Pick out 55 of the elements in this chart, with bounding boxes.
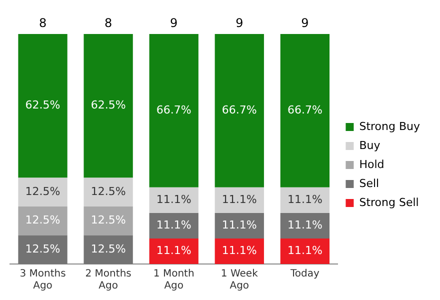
data-label: 12.5% (25, 184, 60, 198)
x-tick-label: 1 Week Ago (220, 268, 258, 292)
legend-label: Strong Sell (359, 196, 419, 209)
annotation: 8 (38, 16, 47, 30)
legend-label: Buy (359, 138, 381, 152)
bar (84, 235, 133, 264)
bar (84, 206, 133, 236)
bar (280, 187, 330, 213)
annotation: 8 (104, 16, 112, 30)
bar (280, 34, 330, 188)
data-label: 11.1% (287, 218, 322, 232)
bar (84, 178, 133, 206)
data-label: 12.5% (90, 214, 126, 227)
data-label: 11.1% (222, 244, 257, 258)
bar (84, 34, 133, 178)
annotation: 9 (301, 16, 309, 30)
x-tick-label: Today (289, 268, 320, 280)
data-label: 11.1% (156, 244, 192, 258)
legend-label: Sell (359, 176, 380, 190)
bar (149, 212, 198, 238)
data-label: 11.1% (287, 244, 322, 258)
data-label: 11.1% (156, 193, 192, 206)
data-label: 62.5% (25, 98, 60, 112)
bar (18, 235, 68, 264)
bar (18, 34, 68, 178)
legend-label: Strong Buy (359, 120, 420, 133)
bar (214, 238, 264, 264)
data-label: 11.1% (287, 193, 322, 206)
x-tick-label: 3 Months Ago (20, 268, 66, 292)
data-label: 12.5% (25, 214, 60, 227)
annotation: 9 (236, 16, 244, 30)
data-label: 11.1% (222, 193, 257, 206)
bar (149, 238, 198, 264)
bar (280, 212, 330, 238)
bar (214, 187, 264, 213)
data-label: 62.5% (90, 98, 126, 112)
bar (214, 34, 264, 188)
data-label: 11.1% (156, 218, 192, 232)
bar (280, 238, 330, 264)
data-label: 66.7% (287, 104, 322, 117)
data-label: 12.5% (90, 184, 126, 198)
data-label: 11.1% (222, 218, 257, 232)
x-tick-label: 1 Month Ago (153, 268, 194, 292)
bar (18, 178, 68, 206)
data-label: 66.7% (156, 104, 192, 117)
bar (149, 34, 198, 188)
legend-label: Hold (359, 158, 384, 171)
annotation: 9 (170, 16, 178, 30)
data-label: 66.7% (222, 104, 257, 117)
x-tick-label: 2 Months Ago (85, 268, 132, 292)
bar (18, 206, 68, 236)
data-label: 12.5% (25, 242, 60, 256)
data-label: 12.5% (90, 242, 126, 256)
bar (149, 187, 198, 213)
bar (214, 212, 264, 238)
